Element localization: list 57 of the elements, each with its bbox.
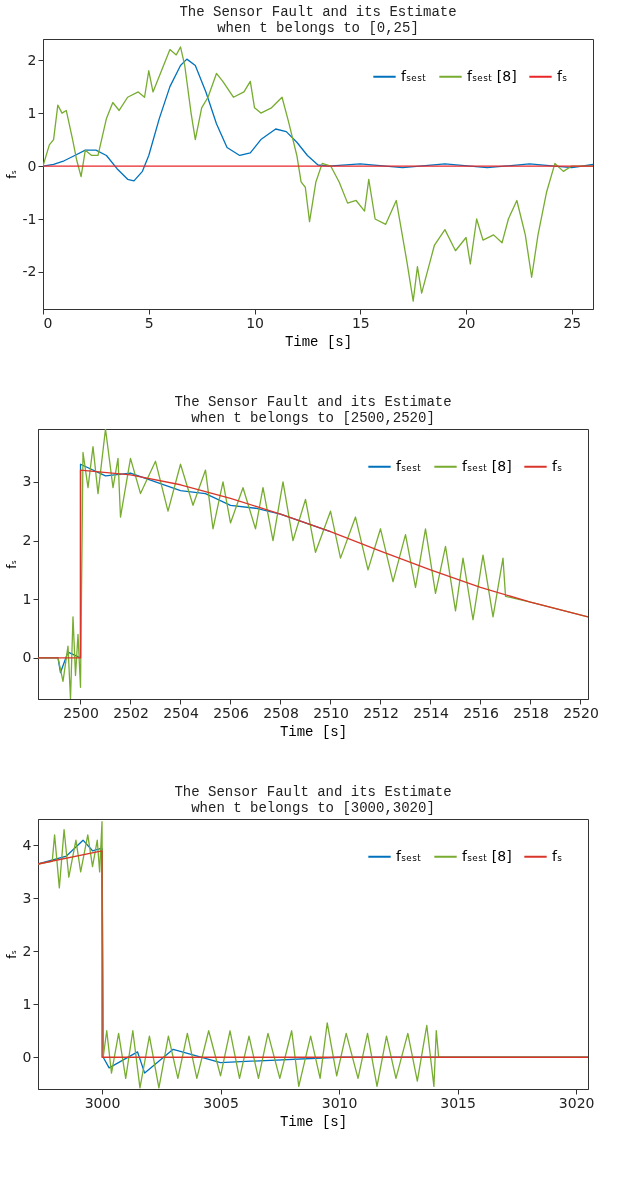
x-tick-label: 3005 [203,1094,239,1111]
legend-label: fₛₑₛₜ [8] [467,67,517,84]
x-tick-label: 10 [246,314,264,331]
y-axis-title: fₛ [4,950,19,959]
x-tick-label: 3020 [558,1094,595,1111]
x-tick-label: 2504 [163,704,199,721]
y-tick-label: 0 [22,649,32,666]
chart-title: The Sensor Fault and its Estimate [174,784,452,800]
y-tick-label: -2 [22,263,37,280]
chart-title: The Sensor Fault and its Estimate [174,394,452,410]
chart-subtitle: when t belongs to [3000,3020] [191,800,435,816]
legend-label: fₛₑₛₜ [401,67,427,84]
x-axis-title: Time [s] [284,333,353,350]
x-tick-label: 2516 [463,704,499,721]
legend-label: fₛₑₛₜ [8] [462,847,512,864]
y-tick-label: 2 [27,51,37,68]
y-axis-title: fₛ [4,170,19,179]
x-tick-label: 2514 [413,704,449,721]
x-tick-label: 3010 [321,1094,358,1111]
x-tick-label: 3000 [84,1094,121,1111]
legend-label: fₛₑₛₜ [8] [462,457,512,474]
y-tick-label: 0 [27,157,37,174]
chart-subtitle: when t belongs to [2500,2520] [191,410,435,426]
y-tick-label: 3 [22,889,32,906]
y-tick-label: 2 [22,942,32,959]
legend-label: fₛₑₛₜ [396,457,422,474]
y-tick-label: -1 [22,210,37,227]
chart-subtitle: when t belongs to [0,25] [217,20,419,36]
x-tick-label: 2506 [213,704,249,721]
x-tick-label: 2502 [113,704,149,721]
y-tick-label: 2 [22,532,32,549]
x-tick-label: 25 [563,314,582,331]
y-tick-label: 1 [22,995,32,1012]
x-tick-label: 2500 [63,704,99,721]
x-tick-label: 3015 [440,1094,476,1111]
legend-label: fₛ [552,847,563,864]
x-tick-label: 2512 [363,704,399,721]
x-tick-label: 2508 [263,704,299,721]
legend-label: fₛₑₛₜ [396,847,422,864]
y-tick-label: 4 [22,836,32,853]
legend-label: fₛ [557,67,568,84]
x-tick-label: 2510 [313,704,349,721]
y-tick-label: 3 [22,473,32,490]
x-tick-label: 0 [43,314,53,331]
x-tick-label: 5 [144,314,154,331]
x-tick-label: 2520 [563,704,599,721]
x-axis-title: Time [s] [279,723,348,740]
y-axis-title: fₛ [4,560,19,569]
chart-title: The Sensor Fault and its Estimate [179,4,457,20]
x-tick-label: 2518 [513,704,549,721]
x-tick-label: 20 [457,314,476,331]
legend-label: fₛ [552,457,563,474]
y-tick-label: 0 [22,1048,32,1065]
y-tick-label: 1 [22,590,32,607]
x-tick-label: 15 [351,314,370,331]
y-tick-label: 1 [27,104,37,121]
x-axis-title: Time [s] [279,1113,348,1130]
